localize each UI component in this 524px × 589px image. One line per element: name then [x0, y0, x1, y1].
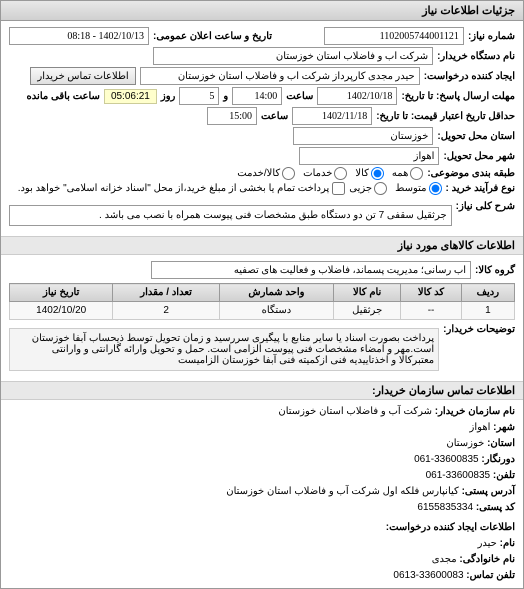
goods-table: ردیف کد کالا نام کالا واحد شمارش تعداد /…: [9, 283, 515, 320]
countdown-timer: 05:06:21: [104, 89, 157, 104]
cell-row: 1: [461, 302, 514, 320]
radio-minor[interactable]: جزیی: [349, 182, 387, 195]
request-no-input[interactable]: [324, 27, 464, 45]
radio-all[interactable]: همه: [392, 167, 423, 180]
datetime-label: تاریخ و ساعت اعلان عمومی:: [153, 31, 272, 42]
notes-box: پرداخت بصورت اسناد یا سایر منابع با پیگی…: [9, 328, 439, 371]
address-label: آدرس پستی:: [462, 486, 515, 497]
payment-checkbox[interactable]: پرداخت تمام یا بخشی از مبلغ خرید،از محل …: [18, 182, 346, 195]
buyer-label: نام دستگاه خریدار:: [437, 51, 515, 62]
c-city-label: شهر:: [493, 422, 515, 433]
th-unit: واحد شمارش: [219, 284, 333, 302]
desc-label: شرح کلی نیاز:: [456, 201, 515, 212]
city-input[interactable]: [299, 147, 439, 165]
purchase-type-label: نوع فرآیند خرید :: [446, 183, 515, 194]
cell-date: 1402/10/20: [10, 302, 113, 320]
desc-box: جرثقیل سقفی 7 تن دو دستگاه طبق مشخصات فن…: [9, 205, 452, 226]
timer-label: ساعت باقی مانده: [27, 91, 100, 102]
family-value: مجدی: [432, 554, 457, 565]
table-header-row: ردیف کد کالا نام کالا واحد شمارش تعداد /…: [10, 284, 515, 302]
cell-code: --: [401, 302, 461, 320]
subject-radio-group: همه کالا خدمات کالا/خدمت: [237, 167, 423, 180]
creator-input[interactable]: [140, 67, 420, 85]
form-section: شماره نیاز: تاریخ و ساعت اعلان عمومی: نا…: [1, 21, 523, 236]
c-province-value: خوزستان: [446, 438, 484, 449]
postal-label: کد پستی:: [476, 502, 515, 513]
validity-time-input[interactable]: [207, 107, 257, 125]
details-panel: جزئیات اطلاعات نیاز شماره نیاز: تاریخ و …: [0, 0, 524, 589]
panel-title: جزئیات اطلاعات نیاز: [422, 5, 515, 17]
postal-value: 6155835334: [417, 502, 473, 513]
deadline-label: مهلت ارسال پاسخ: تا تاریخ:: [401, 91, 515, 102]
notes-label: توضیحات خریدار:: [443, 324, 515, 335]
validity-label: حداقل تاریخ اعتبار قیمت: تا تاریخ:: [376, 111, 515, 122]
deadline-date-input[interactable]: [317, 87, 397, 105]
th-date: تاریخ نیاز: [10, 284, 113, 302]
deadline-time-label: ساعت: [286, 91, 313, 102]
c-city-value: اهواز: [470, 422, 491, 433]
panel-header: جزئیات اطلاعات نیاز: [1, 1, 523, 21]
validity-time-label: ساعت: [261, 111, 288, 122]
contact-buyer-button[interactable]: اطلاعات تماس خریدار: [30, 67, 135, 85]
radio-credit[interactable]: کالا/خدمت: [237, 167, 295, 180]
org-label: نام سازمان خریدار:: [435, 406, 515, 417]
th-code: کد کالا: [401, 284, 461, 302]
fax-value: 33600835-061: [414, 454, 479, 465]
province-label: استان محل تحویل:: [437, 131, 515, 142]
name-label: نام:: [500, 538, 515, 549]
contact-section-title: اطلاعات تماس سازمان خریدار:: [1, 381, 523, 400]
tel-label: تلفن:: [493, 470, 515, 481]
creator-section-title: اطلاعات ایجاد کننده درخواست:: [9, 520, 515, 536]
province-input[interactable]: [293, 127, 433, 145]
radio-medium[interactable]: متوسط: [395, 182, 441, 195]
org-value: شرکت آب و فاضلاب استان خوزستان: [278, 406, 432, 417]
validity-date-input[interactable]: [292, 107, 372, 125]
days-input[interactable]: [179, 87, 219, 105]
family-label: نام خانوادگی:: [459, 554, 515, 565]
th-name: نام کالا: [334, 284, 401, 302]
fax-label: دورنگار:: [481, 454, 515, 465]
buyer-input[interactable]: [153, 47, 433, 65]
purchase-radio-group: متوسط جزیی: [349, 182, 441, 195]
group-label: گروه کالا:: [475, 265, 515, 276]
datetime-input[interactable]: [9, 27, 149, 45]
table-row[interactable]: 1 -- جرثقیل دستگاه 2 1402/10/20: [10, 302, 515, 320]
th-row: ردیف: [461, 284, 514, 302]
request-no-label: شماره نیاز:: [468, 31, 515, 42]
c-province-label: استان:: [487, 438, 515, 449]
group-input[interactable]: [151, 261, 471, 279]
deadline-time-input[interactable]: [232, 87, 282, 105]
cell-name: جرثقیل: [334, 302, 401, 320]
days-suffix: روز: [161, 91, 176, 102]
tel-value: 33600835-061: [426, 470, 491, 481]
cell-qty: 2: [113, 302, 219, 320]
cell-unit: دستگاه: [219, 302, 333, 320]
name-value: حیدر: [478, 538, 497, 549]
city-label: شهر محل تحویل:: [443, 151, 515, 162]
address-value: کیانپارس فلکه اول شرکت آب و فاضلاب استان…: [226, 486, 459, 497]
th-qty: تعداد / مقدار: [113, 284, 219, 302]
contact-section: نام سازمان خریدار: شرکت آب و فاضلاب استا…: [1, 400, 523, 588]
subject-group-label: طبقه بندی موضوعی:: [427, 168, 515, 179]
radio-goods[interactable]: کالا: [355, 167, 384, 180]
days-prefix: و: [223, 91, 228, 102]
goods-section-title: اطلاعات کالاهای مورد نیاز: [1, 236, 523, 255]
creator-label: ایجاد کننده درخواست:: [424, 71, 515, 82]
radio-services[interactable]: خدمات: [303, 167, 347, 180]
